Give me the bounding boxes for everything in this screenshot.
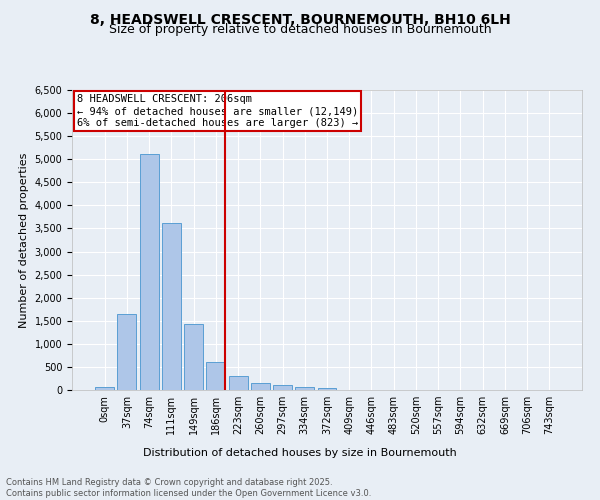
Bar	[162, 223, 181, 390]
Text: Distribution of detached houses by size in Bournemouth: Distribution of detached houses by size …	[143, 448, 457, 458]
Text: 8, HEADSWELL CRESCENT, BOURNEMOUTH, BH10 6LH: 8, HEADSWELL CRESCENT, BOURNEMOUTH, BH10…	[89, 12, 511, 26]
Bar	[140, 154, 158, 390]
Bar	[273, 386, 292, 390]
Bar	[317, 388, 337, 390]
Bar	[251, 383, 270, 390]
Text: Contains HM Land Registry data © Crown copyright and database right 2025.
Contai: Contains HM Land Registry data © Crown c…	[6, 478, 371, 498]
Text: 8 HEADSWELL CRESCENT: 206sqm
← 94% of detached houses are smaller (12,149)
6% of: 8 HEADSWELL CRESCENT: 206sqm ← 94% of de…	[77, 94, 358, 128]
Text: Size of property relative to detached houses in Bournemouth: Size of property relative to detached ho…	[109, 22, 491, 36]
Bar	[229, 376, 248, 390]
Bar	[206, 362, 225, 390]
Bar	[184, 324, 203, 390]
Bar	[295, 386, 314, 390]
Bar	[118, 314, 136, 390]
Y-axis label: Number of detached properties: Number of detached properties	[19, 152, 29, 328]
Bar	[95, 387, 114, 390]
